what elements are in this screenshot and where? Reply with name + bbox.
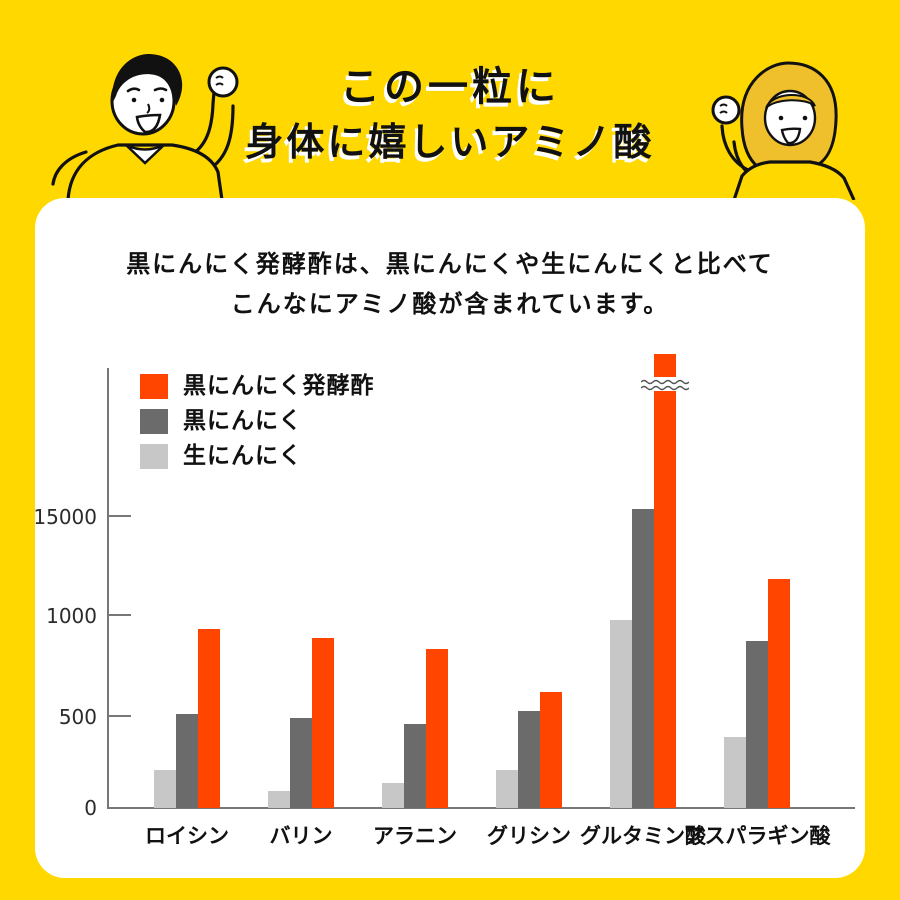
x-label-ロイシン: ロイシン	[145, 824, 229, 848]
bar-黒にんにく発酵酢-バリン	[312, 638, 334, 808]
legend-item-生にんにく: 生にんにく	[140, 444, 375, 469]
bar-黒にんにく発酵酢-アスパラギン酸	[768, 579, 790, 808]
title-line-2: 身体に嬉しいアミノ酸	[245, 120, 655, 164]
page-title: この一粒に 身体に嬉しいアミノ酸	[0, 62, 900, 167]
chart-subtitle: 黒にんにく発酵酢は、黒にんにくや生にんにくと比べて こんなにアミノ酸が含まれてい…	[35, 244, 865, 324]
axis-break-squiggle-icon	[640, 379, 690, 391]
x-label-アラニン: アラニン	[373, 824, 457, 848]
x-axis	[107, 807, 855, 809]
y-tick-label-15000: 15000	[33, 505, 97, 529]
bar-生にんにく-グルタミン酸	[610, 620, 632, 808]
y-tick-label-1000: 1000	[46, 604, 97, 628]
legend-label: 黒にんにく	[183, 408, 303, 434]
bar-黒にんにく発酵酢-グリシン	[540, 692, 562, 808]
axis-break-marker	[640, 377, 690, 391]
cheering-woman-illustration	[711, 61, 856, 200]
y-axis	[107, 368, 109, 808]
bar-黒にんにく-ロイシン	[176, 714, 198, 808]
y-tick-label-0: 0	[84, 796, 97, 820]
y-tick-label-500: 500	[58, 705, 97, 729]
bar-黒にんにく-グルタミン酸	[632, 509, 654, 808]
bar-黒にんにく-アラニン	[404, 724, 426, 808]
bar-黒にんにく-バリン	[290, 718, 312, 808]
y-tick-15000	[109, 515, 131, 517]
bar-生にんにく-バリン	[268, 791, 290, 808]
subtitle-line-2: こんなにアミノ酸が含まれています。	[230, 290, 670, 318]
bar-黒にんにく-グリシン	[518, 711, 540, 808]
legend-item-黒にんにく発酵酢: 黒にんにく発酵酢	[140, 374, 375, 399]
legend-label: 黒にんにく発酵酢	[183, 373, 375, 399]
bar-生にんにく-アスパラギン酸	[724, 737, 746, 808]
bar-黒にんにく-アスパラギン酸	[746, 641, 768, 808]
y-tick-1000	[109, 614, 131, 616]
x-label-バリン: バリン	[269, 824, 333, 848]
bar-生にんにく-ロイシン	[154, 770, 176, 808]
subtitle-line-1: 黒にんにく発酵酢は、黒にんにくや生にんにくと比べて	[126, 250, 774, 278]
x-label-グルタミン酸: グルタミン酸	[580, 824, 706, 848]
legend-swatch-icon	[140, 374, 168, 399]
bar-黒にんにく発酵酢-ロイシン	[198, 629, 220, 808]
bar-黒にんにく発酵酢-グルタミン酸	[654, 354, 676, 808]
legend-swatch-icon	[140, 409, 168, 434]
x-label-グリシン: グリシン	[487, 824, 571, 848]
x-label-アスパラギン酸: アスパラギン酸	[683, 824, 831, 848]
legend-item-黒にんにく: 黒にんにく	[140, 409, 375, 434]
legend-label: 生にんにく	[183, 443, 303, 469]
cheering-man-illustration	[51, 53, 239, 200]
bar-生にんにく-グリシン	[496, 770, 518, 808]
content-card: 黒にんにく発酵酢は、黒にんにくや生にんにくと比べて こんなにアミノ酸が含まれてい…	[33, 198, 865, 878]
plot-area: 黒にんにく発酵酢 黒にんにく生にんにく 0 500 1000 15000 ロイシン バリン ア…	[33, 354, 855, 848]
y-tick-500	[109, 715, 131, 717]
chart-legend: 黒にんにく発酵酢 黒にんにく生にんにく	[140, 374, 375, 479]
bar-生にんにく-アラニン	[382, 783, 404, 808]
legend-swatch-icon	[140, 444, 168, 469]
bar-黒にんにく発酵酢-アラニン	[426, 649, 448, 808]
title-line-1: この一粒に	[340, 64, 560, 110]
